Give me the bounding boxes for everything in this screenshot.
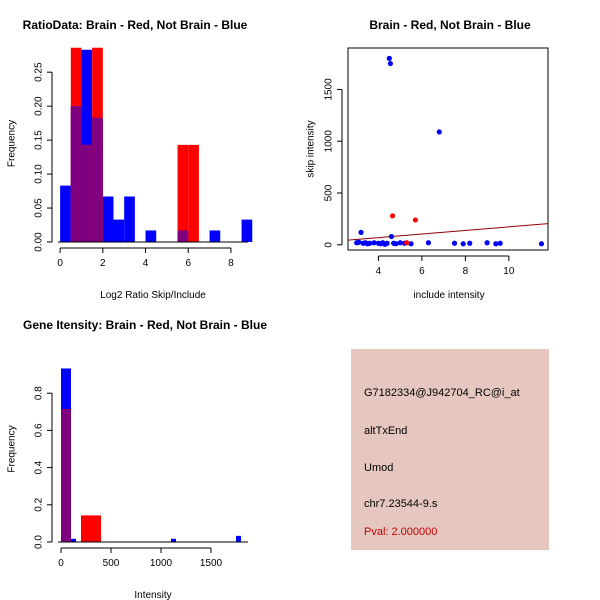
genomic-location: chr7.23544-9.s xyxy=(364,498,438,510)
info-panel: G7182334@J942704_RC@i_at altTxEnd Umod c… xyxy=(351,349,549,550)
point-not-brain xyxy=(497,240,503,246)
bar-brain xyxy=(177,144,189,242)
x-tick-label: 4 xyxy=(143,258,149,269)
bar-overlap xyxy=(177,230,189,242)
bar-not-brain xyxy=(71,538,76,542)
histogram-panel-3: 0 500 1000 1500 0.0 0.2 0.4 0.6 0.8 Gene Itensity… xyxy=(7,318,268,600)
point-not-brain xyxy=(386,55,392,61)
probe-id: G7182334@J942704_RC@i_at xyxy=(364,387,520,399)
bar-brain xyxy=(91,515,101,542)
x-axis-label: Intensity xyxy=(134,590,171,600)
bar-not-brain xyxy=(124,196,135,242)
bar-not-brain xyxy=(241,219,253,242)
x-tick-label: 8 xyxy=(463,266,469,277)
bar-not-brain xyxy=(145,230,157,242)
bar-not-brain xyxy=(113,219,125,242)
point-not-brain xyxy=(467,240,473,246)
y-tick-label: 0.0 xyxy=(34,535,45,549)
point-not-brain xyxy=(425,240,432,246)
chart-title: Brain - Red, Not Brain - Blue xyxy=(369,18,531,32)
point-brain xyxy=(389,213,396,219)
bar-not-brain xyxy=(171,538,176,542)
x-axis-label: Log2 Ratio Skip/Include xyxy=(100,290,206,301)
point-brain xyxy=(412,217,418,223)
y-tick-label: 0.05 xyxy=(34,198,45,218)
point-not-brain xyxy=(358,229,364,235)
point-not-brain xyxy=(367,240,373,246)
x-tick-label: 500 xyxy=(103,558,120,569)
chart-title: Gene Itensity: Brain - Red, Not Brain - … xyxy=(23,318,267,332)
x-tick-label: 0 xyxy=(57,258,63,269)
y-tick-label: 0.6 xyxy=(34,423,45,437)
y-tick-label: 0.10 xyxy=(34,164,45,184)
y-tick-label: 500 xyxy=(324,184,335,201)
plot-box xyxy=(347,47,549,251)
point-not-brain xyxy=(393,241,399,247)
point-not-brain xyxy=(493,241,499,247)
point-not-brain xyxy=(436,129,442,135)
bar-not-brain xyxy=(236,535,241,542)
point-not-brain xyxy=(397,240,403,246)
x-tick-label: 2 xyxy=(100,258,106,269)
x-tick-label: 1000 xyxy=(150,558,173,569)
bar-overlap xyxy=(70,106,82,242)
bar-brain xyxy=(188,144,199,242)
y-tick-label: 1000 xyxy=(324,130,335,153)
y-tick-label: 0.8 xyxy=(34,386,45,400)
x-tick-label: 6 xyxy=(185,258,191,269)
event-type: altTxEnd xyxy=(364,425,408,437)
point-not-brain xyxy=(388,233,395,240)
gene-name: Umod xyxy=(364,462,394,474)
x-tick-label: 10 xyxy=(503,266,515,277)
x-tick-label: 1500 xyxy=(200,558,223,569)
bar-overlap xyxy=(61,409,71,542)
point-brain xyxy=(404,240,410,246)
bar-overlap xyxy=(81,144,93,242)
x-tick-label: 6 xyxy=(419,266,425,277)
y-tick-label: 0.4 xyxy=(34,460,45,474)
y-tick-label: 0.20 xyxy=(34,96,45,116)
point-not-brain xyxy=(451,240,458,246)
y-tick-label: 0.00 xyxy=(34,232,45,252)
x-tick-label: 0 xyxy=(58,558,64,569)
histogram-panel-1: 0 2 4 6 8 0.00 0.05 0.10 0.15 0.20 0.25 RatioData: … xyxy=(7,18,253,301)
y-tick-label: 0.25 xyxy=(34,62,45,82)
y-axis-label: Frequency xyxy=(7,425,18,472)
y-tick-label: 0.2 xyxy=(34,497,45,511)
y-tick-label: 0 xyxy=(324,242,335,248)
point-not-brain xyxy=(484,240,490,246)
x-tick-label: 8 xyxy=(228,258,234,269)
bar-overlap xyxy=(92,117,103,242)
scatter-panel: 4 6 8 10 0 500 1000 1500 Brain - Red, Not Brain … xyxy=(306,18,549,301)
point-not-brain xyxy=(371,240,377,246)
bar-not-brain xyxy=(102,196,114,242)
point-not-brain xyxy=(356,239,362,245)
point-not-brain xyxy=(384,240,390,246)
x-tick-label: 4 xyxy=(376,266,382,277)
y-axis-label: Frequency xyxy=(7,120,18,167)
y-tick-label: 0.15 xyxy=(34,130,45,150)
y-axis-label: skip intensity xyxy=(306,120,317,177)
bar-brain xyxy=(81,515,91,542)
bar-not-brain xyxy=(60,185,71,242)
y-tick-label: 1500 xyxy=(324,78,335,101)
bar-not-brain xyxy=(209,230,221,242)
x-axis-label: include intensity xyxy=(413,290,484,301)
pval-label: Pval: 2.000000 xyxy=(364,526,438,538)
point-not-brain xyxy=(460,241,466,247)
chart-title: RatioData: Brain - Red, Not Brain - Blue xyxy=(23,18,248,32)
point-not-brain xyxy=(408,241,414,247)
point-not-brain xyxy=(387,60,393,67)
fit-line xyxy=(348,223,548,241)
point-not-brain xyxy=(538,241,545,247)
